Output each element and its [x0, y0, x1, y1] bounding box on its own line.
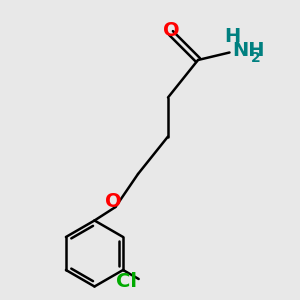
Text: O: O	[163, 21, 179, 40]
Text: O: O	[105, 192, 122, 211]
Text: 2: 2	[250, 52, 260, 65]
Text: H: H	[224, 26, 241, 46]
Text: Cl: Cl	[116, 272, 137, 291]
Text: NH: NH	[232, 41, 264, 61]
